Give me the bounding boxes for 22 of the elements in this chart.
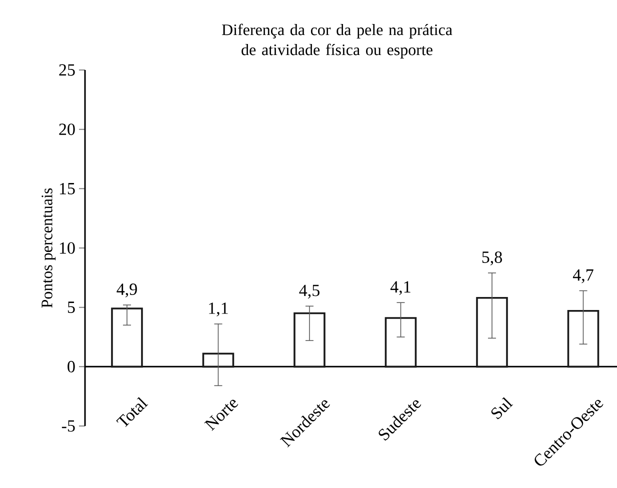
data-label: 4,1	[390, 281, 410, 296]
bar	[202, 352, 234, 368]
y-tick-label: -5	[62, 420, 75, 432]
bar	[476, 296, 508, 368]
y-tick-label: 0	[68, 360, 75, 372]
chart-title: Diferença da cor da pele na prática de atividade física ou esporte	[222, 24, 452, 58]
y-tick-label: 5	[68, 302, 75, 313]
bar	[294, 312, 326, 368]
data-label: 5,8	[482, 251, 502, 266]
y-tick-label: 15	[60, 182, 75, 194]
data-label: 1,1	[209, 302, 228, 316]
bar	[567, 310, 600, 368]
y-axis-title: Pontos percentuais	[42, 188, 56, 308]
bar	[111, 308, 143, 368]
x-tick-label: Sul	[491, 397, 514, 420]
y-tick-label: 10	[60, 242, 75, 254]
y-tick-label: 20	[59, 124, 75, 136]
bar	[384, 317, 417, 368]
data-label: 4,7	[572, 269, 594, 284]
data-label: 4,9	[116, 284, 137, 298]
data-label: 4,5	[299, 284, 320, 299]
y-tick-label: 25	[59, 64, 75, 76]
